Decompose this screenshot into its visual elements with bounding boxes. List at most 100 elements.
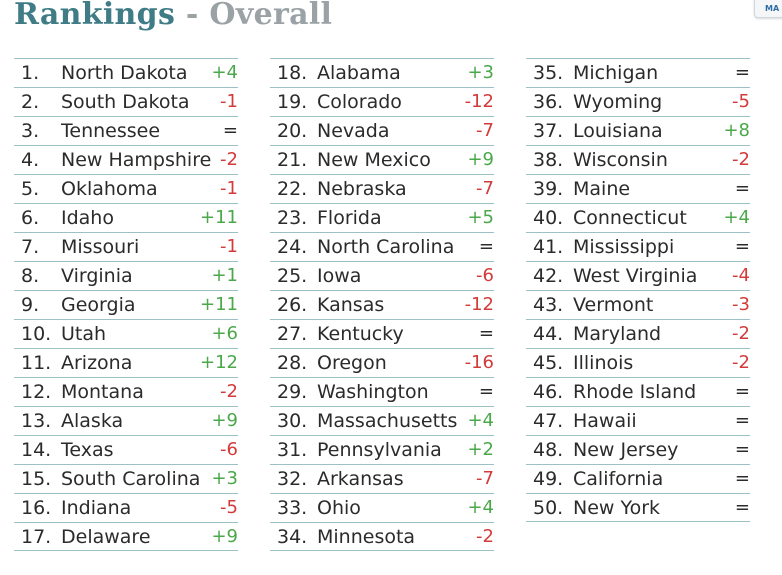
state-name: Mississippi — [573, 236, 675, 258]
ranking-row: 1. North Dakota +4 — [14, 58, 238, 87]
rank-change: +5 — [467, 207, 494, 228]
rank-change: +1 — [211, 265, 238, 286]
ranking-row: 15. South Carolina +3 — [14, 464, 238, 493]
ranking-row: 2. South Dakota -1 — [14, 87, 238, 116]
ranking-row: 3. Tennessee = — [14, 116, 238, 145]
rank-number: 3. — [21, 120, 40, 142]
state-name: Delaware — [61, 526, 151, 548]
rank-number: 32. — [277, 468, 308, 490]
corner-button[interactable]: MA — [754, 0, 782, 18]
rank-number: 25. — [277, 265, 308, 287]
rank-change: = — [734, 62, 750, 83]
rank-number: 27. — [277, 323, 308, 345]
rank-change: -7 — [476, 120, 494, 141]
state-name: Louisiana — [573, 120, 663, 142]
state-name: Arkansas — [317, 468, 404, 490]
ranking-row: 23. Florida +5 — [270, 203, 494, 232]
rank-change: +8 — [723, 120, 750, 141]
state-name: Illinois — [573, 352, 634, 374]
rank-change: = — [734, 410, 750, 431]
state-name: South Carolina — [61, 468, 201, 490]
rank-change: -5 — [220, 497, 238, 518]
state-name: Kansas — [317, 294, 385, 316]
rank-change: -2 — [220, 381, 238, 402]
state-name: Wyoming — [573, 91, 663, 113]
state-name: New Hampshire — [61, 149, 212, 171]
rank-number: 33. — [277, 497, 308, 519]
rank-number: 40. — [533, 207, 564, 229]
state-name: Georgia — [61, 294, 136, 316]
rank-number: 9. — [21, 294, 40, 316]
rank-number: 39. — [533, 178, 564, 200]
rank-number: 6. — [21, 207, 40, 229]
rank-change: = — [478, 236, 494, 257]
rank-change: +4 — [467, 410, 494, 431]
ranking-row: 43. Vermont -3 — [526, 290, 750, 319]
state-name: New York — [573, 497, 661, 519]
rank-change: -3 — [732, 294, 750, 315]
state-name: Minnesota — [317, 526, 416, 548]
rank-number: 20. — [277, 120, 308, 142]
rank-change: +3 — [467, 62, 494, 83]
rank-number: 4. — [21, 149, 40, 171]
rank-change: -2 — [476, 526, 494, 547]
rank-number: 18. — [277, 62, 308, 84]
ranking-row: 4. New Hampshire -2 — [14, 145, 238, 174]
state-name: Michigan — [573, 62, 659, 84]
ranking-row: 12. Montana -2 — [14, 377, 238, 406]
ranking-row: 42. West Virginia -4 — [526, 261, 750, 290]
ranking-row: 8. Virginia +1 — [14, 261, 238, 290]
ranking-row: 24. North Carolina = — [270, 232, 494, 261]
ranking-row: 22. Nebraska -7 — [270, 174, 494, 203]
ranking-row: 45. Illinois -2 — [526, 348, 750, 377]
ranking-row: 47. Hawaii = — [526, 406, 750, 435]
rank-number: 44. — [533, 323, 564, 345]
state-name: Wisconsin — [573, 149, 668, 171]
ranking-row: 31. Pennsylvania +2 — [270, 435, 494, 464]
rank-change: +2 — [467, 439, 494, 460]
rank-change: +11 — [200, 294, 238, 315]
ranking-row: 27. Kentucky = — [270, 319, 494, 348]
ranking-row: 16. Indiana -5 — [14, 493, 238, 522]
state-name: West Virginia — [573, 265, 698, 287]
state-name: Washington — [317, 381, 429, 403]
rankings-column-2: 18. Alabama +3 19. Colorado -12 20. Nevada -7 21.… — [270, 58, 494, 551]
ranking-row: 20. Nevada -7 — [270, 116, 494, 145]
state-name: Idaho — [61, 207, 114, 229]
ranking-row: 5. Oklahoma -1 — [14, 174, 238, 203]
rank-change: = — [734, 381, 750, 402]
rank-change: +4 — [211, 62, 238, 83]
page-title: Rankings - Overall — [14, 0, 332, 32]
rank-change: -5 — [732, 91, 750, 112]
ranking-row: 36. Wyoming -5 — [526, 87, 750, 116]
ranking-row: 35. Michigan = — [526, 58, 750, 87]
rank-change: -1 — [220, 91, 238, 112]
ranking-row: 38. Wisconsin -2 — [526, 145, 750, 174]
ranking-row: 9. Georgia +11 — [14, 290, 238, 319]
ranking-row: 37. Louisiana +8 — [526, 116, 750, 145]
rank-number: 7. — [21, 236, 40, 258]
rank-number: 14. — [21, 439, 52, 461]
rank-number: 17. — [21, 526, 52, 548]
state-name: Indiana — [61, 497, 132, 519]
rank-number: 34. — [277, 526, 308, 548]
page-title-main: Rankings — [14, 0, 176, 32]
ranking-row: 30. Massachusetts +4 — [270, 406, 494, 435]
ranking-row: 32. Arkansas -7 — [270, 464, 494, 493]
ranking-row: 11. Arizona +12 — [14, 348, 238, 377]
rank-change: +9 — [211, 526, 238, 547]
state-name: Iowa — [317, 265, 362, 287]
state-name: Oregon — [317, 352, 387, 374]
rank-change: -7 — [476, 468, 494, 489]
rank-change: -1 — [220, 236, 238, 257]
state-name: Montana — [61, 381, 144, 403]
rank-number: 38. — [533, 149, 564, 171]
ranking-row: 40. Connecticut +4 — [526, 203, 750, 232]
rank-number: 46. — [533, 381, 564, 403]
rank-number: 30. — [277, 410, 308, 432]
rank-change: +9 — [467, 149, 494, 170]
ranking-row: 46. Rhode Island = — [526, 377, 750, 406]
state-name: New Jersey — [573, 439, 679, 461]
state-name: Pennsylvania — [317, 439, 442, 461]
rank-change: -12 — [464, 294, 494, 315]
